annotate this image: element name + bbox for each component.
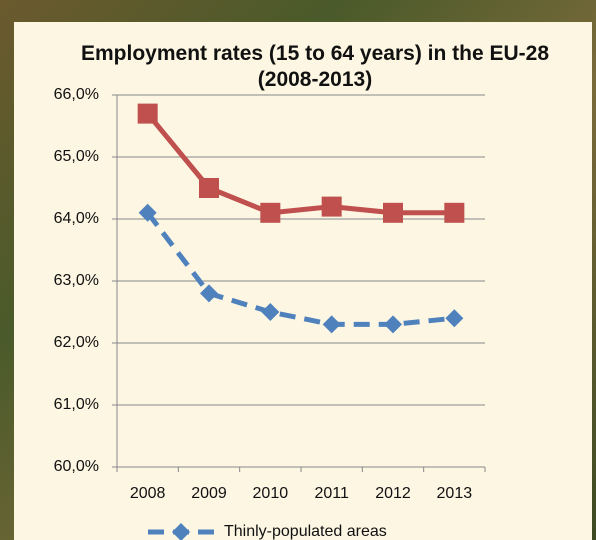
marker [321,196,342,217]
marker [137,103,158,124]
series-line [145,112,455,216]
series-line [145,211,455,327]
marker [322,315,341,334]
y-tick-label: 60,0% [54,458,99,475]
x-tick-label: 2012 [375,485,411,502]
y-tick-label: 62,0% [54,334,99,351]
marker [199,178,219,198]
x-tick-label: 2011 [314,485,349,502]
legend-label: Thinly-populated areas [224,523,387,540]
marker [445,309,464,328]
marker [444,202,465,223]
y-tick-label: 61,0% [54,396,99,413]
x-tick-label: 2009 [191,485,227,502]
marker [260,202,281,223]
y-tick-label: 63,0% [54,272,99,289]
marker [200,284,218,303]
x-tick-label: 2008 [130,485,166,502]
marker [138,203,157,222]
marker [384,315,402,334]
x-tick-label: 2010 [253,485,289,502]
y-tick-label: 66,0% [54,86,99,103]
chart-title: Employment rates (15 to 64 years) in the… [81,42,549,91]
y-tick-label: 65,0% [54,148,99,165]
marker [172,523,190,540]
x-tick-label: 2013 [437,485,473,502]
y-tick-label: 64,0% [54,210,99,227]
marker [383,202,403,223]
marker [261,303,280,321]
